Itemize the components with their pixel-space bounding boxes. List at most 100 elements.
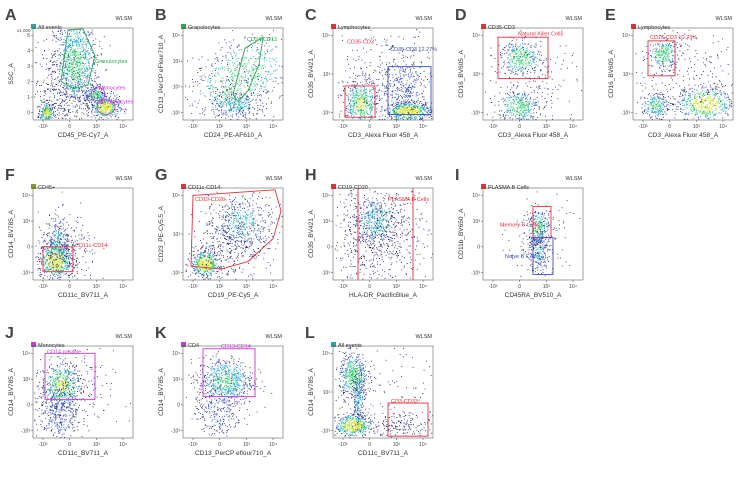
event-dot xyxy=(76,45,78,47)
event-dot xyxy=(406,92,408,94)
gate[interactable]: Lymphocytes xyxy=(96,99,133,115)
event-dot xyxy=(400,112,402,114)
event-dot xyxy=(417,79,419,81)
event-dot xyxy=(45,113,46,115)
event-dot xyxy=(408,85,410,87)
event-dot xyxy=(401,114,402,116)
event-dot xyxy=(215,115,217,117)
event-dot xyxy=(91,111,93,113)
event-dot xyxy=(532,56,534,58)
event-dot xyxy=(352,81,354,83)
event-dot xyxy=(69,35,71,37)
event-dot xyxy=(409,57,411,59)
event-dot xyxy=(278,97,280,99)
event-dot xyxy=(352,89,354,91)
event-dot xyxy=(414,104,416,106)
x-tick-label: 10² xyxy=(216,124,224,130)
event-dot xyxy=(49,113,51,115)
event-dot xyxy=(77,64,79,66)
gate[interactable]: CD35-CD3 xyxy=(344,40,376,118)
event-dot xyxy=(385,92,387,94)
event-dot xyxy=(66,45,68,47)
event-dot xyxy=(264,61,266,63)
event-dot xyxy=(271,72,273,74)
event-dot xyxy=(509,43,510,45)
event-dot xyxy=(82,43,84,45)
event-dot xyxy=(255,86,257,88)
event-dot xyxy=(92,33,94,35)
gate-ellipse[interactable] xyxy=(90,87,106,102)
event-dot xyxy=(65,49,67,51)
gate-polygon[interactable] xyxy=(232,36,264,103)
event-dot xyxy=(366,95,368,97)
event-dot xyxy=(200,69,202,71)
event-dot xyxy=(64,93,65,95)
event-dot xyxy=(88,94,89,96)
event-dot xyxy=(514,73,516,75)
event-dot xyxy=(60,52,62,54)
gate[interactable]: CD35-CD3 12.27% xyxy=(387,47,437,115)
event-dot xyxy=(412,51,414,53)
event-dot xyxy=(401,89,403,91)
event-dot xyxy=(97,84,99,86)
event-dot xyxy=(102,104,104,105)
gate-rectangle[interactable] xyxy=(387,66,432,115)
event-dot xyxy=(96,103,98,105)
event-dot xyxy=(248,59,250,61)
gate[interactable]: Monocytes xyxy=(90,86,126,102)
event-dot xyxy=(225,110,227,111)
event-dot xyxy=(81,39,83,41)
event-dot xyxy=(69,44,71,46)
event-dot xyxy=(73,90,75,92)
event-dot xyxy=(67,54,69,56)
event-dot xyxy=(40,84,42,86)
event-dot xyxy=(264,57,266,59)
event-dot xyxy=(365,96,367,98)
event-dot xyxy=(398,52,400,54)
event-dot xyxy=(379,116,381,118)
event-dot xyxy=(238,109,239,111)
event-dot xyxy=(223,103,225,105)
event-dot xyxy=(43,101,45,103)
event-dot xyxy=(70,70,72,72)
event-dot xyxy=(390,94,392,96)
event-dot xyxy=(55,102,57,104)
event-dot xyxy=(68,69,70,71)
event-dot xyxy=(212,70,214,72)
event-dot xyxy=(513,57,515,58)
event-dot xyxy=(114,113,116,115)
event-dot xyxy=(238,111,240,113)
event-dot xyxy=(424,104,426,106)
event-dot xyxy=(360,104,362,106)
gate-rectangle[interactable] xyxy=(344,85,376,118)
event-dot xyxy=(103,108,105,110)
event-dot xyxy=(95,70,97,72)
event-dot xyxy=(123,109,125,111)
event-dot xyxy=(361,106,362,108)
event-dot xyxy=(85,53,86,55)
y-tick-label: 0 xyxy=(27,110,30,116)
event-dot xyxy=(429,115,431,117)
event-dot xyxy=(404,102,406,104)
event-dot xyxy=(261,54,263,56)
event-dot xyxy=(101,115,103,116)
event-dot xyxy=(46,105,48,107)
event-dot xyxy=(254,58,256,59)
event-dot xyxy=(405,64,407,66)
event-dot xyxy=(222,102,224,104)
event-dot xyxy=(250,90,252,91)
gate[interactable]: CD24-CD13 xyxy=(232,36,277,103)
event-dot xyxy=(513,50,515,52)
event-dot xyxy=(113,112,115,113)
gate[interactable]: Granulocytes xyxy=(60,28,128,90)
event-dot xyxy=(82,95,84,96)
event-dot xyxy=(371,96,373,98)
gate-ellipse[interactable] xyxy=(96,99,116,115)
event-dot xyxy=(66,45,68,47)
gate-polygon[interactable] xyxy=(60,28,96,90)
event-dot xyxy=(110,109,112,111)
event-dot xyxy=(356,82,358,84)
event-dot xyxy=(273,59,275,61)
event-dot xyxy=(260,100,262,102)
event-dot xyxy=(231,110,233,112)
